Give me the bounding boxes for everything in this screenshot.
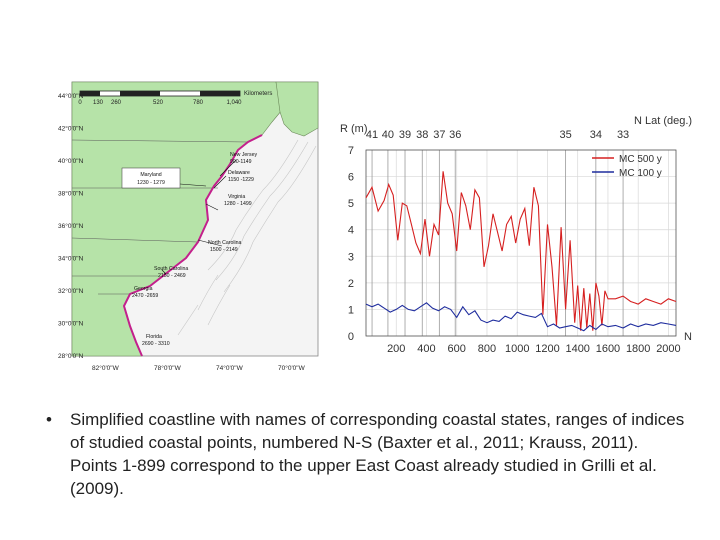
latitude-label: 42°0'0"N	[58, 125, 84, 133]
y-axis-label: R (m)	[340, 123, 368, 135]
y-tick-labels: 0 1 2 3 4 5 6 7	[348, 145, 354, 343]
top-tick-label: 33	[617, 129, 629, 141]
x-tick-label: 1400	[565, 343, 589, 355]
state-range-georgia: 2470 -2659	[132, 293, 158, 299]
top-tick-labels: 41 40 39 38 37 36 35 34 33	[366, 129, 629, 141]
scale-labels: 0 130 260 520 780 1,040	[78, 100, 242, 106]
x-tick-label: 600	[448, 343, 466, 355]
top-tick-label: 40	[382, 129, 394, 141]
y-tick-label: 4	[348, 225, 354, 237]
leader-lines	[161, 159, 237, 275]
state-name-georgia: Georgia	[134, 286, 153, 292]
state-name-florida: Florida	[146, 334, 162, 340]
top-tick-label: 36	[449, 129, 461, 141]
x-axis-label: N	[684, 331, 692, 343]
y-tick-label: 1	[348, 304, 354, 316]
plot-frame	[365, 149, 677, 337]
scale-unit: Kilometers	[244, 91, 272, 97]
latitude-label: 30°0'0"N	[58, 320, 84, 328]
x-tick-labels: 200 400 600 800 1000 1200 1400 1600 1800 2000	[387, 343, 681, 355]
state-name-north-carolina: North Carolina	[208, 240, 242, 246]
latitude-label: 38°0'0"N	[58, 190, 84, 198]
longitude-label: 78°0'0"W	[154, 364, 182, 372]
state-name-delaware: Delaware	[228, 170, 250, 176]
scale-tick-label: 130	[93, 100, 104, 106]
top-tick-label: 34	[590, 129, 602, 141]
x-tick-label: 200	[387, 343, 405, 355]
top-tick-label: 39	[399, 129, 411, 141]
x-tick-label: 1000	[505, 343, 529, 355]
state-borders	[71, 139, 249, 295]
scale-bar	[79, 90, 241, 97]
x-tick-label: 800	[478, 343, 496, 355]
y-tick-label: 6	[348, 172, 354, 184]
latitude-label: 44°0'0"N	[58, 92, 84, 100]
state-name-new-jersey: New Jersey	[230, 152, 258, 158]
y-tick-label: 3	[348, 251, 354, 263]
x-tick-label: 1600	[596, 343, 620, 355]
chart-svg: 200 400 600 800 1000 1200 1400 1600 1800 2000 0 1 2…	[340, 115, 692, 355]
state-range-south-carolina: 2150 - 2469	[158, 273, 186, 279]
x-tick-label: 1200	[535, 343, 559, 355]
state-name-virginia: Virginia	[228, 194, 245, 200]
top-tick-label: 38	[416, 129, 428, 141]
bathymetry-contours	[177, 139, 317, 336]
latitude-label: 34°0'0"N	[58, 255, 84, 263]
scale-tick-label: 260	[111, 100, 122, 106]
land-northeast	[275, 81, 319, 137]
longitude-label: 74°0'0"W	[216, 364, 244, 372]
scale-tick-label: 780	[193, 100, 204, 106]
x-tick-label: 1800	[626, 343, 650, 355]
top-axis-label: N Lat (deg.)	[634, 115, 692, 127]
latitude-label: 28°0'0"N	[58, 352, 84, 360]
x-tick-label: 2000	[656, 343, 680, 355]
latitude-label: 36°0'0"N	[58, 222, 84, 230]
legend-label-mc100: MC 100 y	[619, 168, 662, 179]
longitude-label: 70°0'0"W	[278, 364, 306, 372]
latitude-labels: 44°0'0"N 42°0'0"N 40°0'0"N 38°0'0"N 36°0'0"N…	[58, 92, 84, 360]
state-range-north-carolina: 1500 - 2149	[210, 247, 238, 253]
y-tick-label: 0	[348, 331, 354, 343]
y-tick-label: 7	[348, 145, 354, 157]
top-tick-label: 41	[366, 129, 378, 141]
y-tick-label: 2	[348, 278, 354, 290]
latitude-label: 32°0'0"N	[58, 287, 84, 295]
y-tick-label: 5	[348, 198, 354, 210]
top-tick-label: 37	[433, 129, 445, 141]
state-name-south-carolina: South Carolina	[154, 266, 188, 272]
series-line-mc500	[365, 171, 677, 331]
state-range-florida: 2690 - 3310	[142, 341, 170, 347]
coastline-highlight	[122, 134, 263, 357]
state-name-maryland: Maryland	[140, 172, 161, 178]
state-range-new-jersey: 900-1149	[230, 159, 252, 165]
caption: • Simplified coastline with names of cor…	[46, 408, 686, 500]
scale-tick-label: 520	[153, 100, 164, 106]
caption-bullet: •	[46, 410, 52, 429]
state-range-maryland: 1230 - 1279	[137, 180, 165, 186]
longitude-labels: 82°0'0"W 78°0'0"W 74°0'0"W 70°0'0"W	[92, 364, 306, 372]
coastline-map: 0 130 260 520 780 1,040 Kilometers 44°0'0"N 42…	[58, 80, 320, 376]
chart-legend: MC 500 y MC 100 y	[592, 154, 662, 179]
scale-tick-label: 0	[78, 100, 82, 106]
r-vs-n-chart: 200 400 600 800 1000 1200 1400 1600 1800 2000 0 1 2…	[336, 112, 714, 362]
top-tick-label: 35	[559, 129, 571, 141]
legend-label-mc500: MC 500 y	[619, 154, 662, 165]
caption-text: Simplified coastline with names of corre…	[70, 410, 685, 498]
series-line-mc100	[365, 302, 677, 332]
state-range-delaware: 1150 -1229	[228, 177, 254, 183]
longitude-label: 82°0'0"W	[92, 364, 120, 372]
x-tick-label: 400	[417, 343, 435, 355]
latitude-label: 40°0'0"N	[58, 157, 84, 165]
map-svg: 0 130 260 520 780 1,040 Kilometers 44°0'0"N 42…	[58, 81, 319, 372]
state-range-virginia: 1280 - 1499	[224, 201, 252, 207]
state-labels: Maryland 1230 - 1279 New Jersey 900-1149…	[121, 152, 258, 347]
chart-series	[365, 171, 677, 332]
scale-tick-label: 1,040	[226, 100, 242, 106]
